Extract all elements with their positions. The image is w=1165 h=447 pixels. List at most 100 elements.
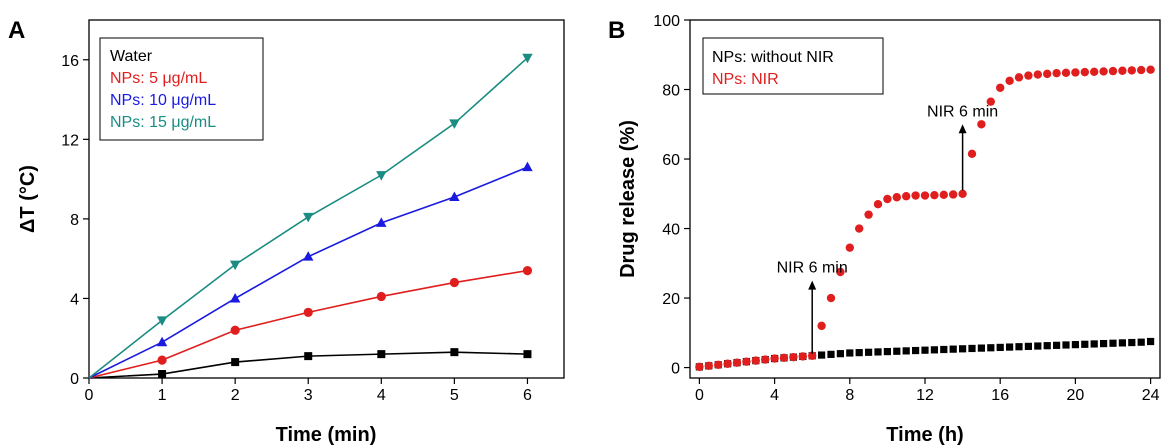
x-tick-label: 8 [845,387,854,404]
plot-frame [88,19,565,379]
legend-entry-without-nir: NPs: without NIR [712,49,834,66]
data-point [1137,338,1145,346]
data-point [1071,341,1079,349]
data-point [987,344,995,352]
data-point [1147,337,1155,346]
data-point [723,359,732,368]
data-point [303,251,314,261]
x-tick-label: 4 [770,387,779,404]
y-axis-label: Drug release (%) [617,120,639,278]
data-point [761,355,770,364]
y-tick-label: 4 [70,291,79,308]
data-point [523,350,532,359]
data-point [855,224,864,233]
data-point [912,346,920,355]
panel-label: A [8,17,25,44]
x-axis-label: Time (min) [276,424,377,446]
data-point [229,260,241,271]
data-point [1034,342,1042,350]
x-tick-label: 0 [85,387,94,404]
legend-entry-np15: NPs: 15 μg/mL [110,114,216,131]
data-point [770,354,779,363]
data-point [158,370,167,379]
data-point [1043,342,1051,350]
annotation-arrowhead [808,280,817,290]
data-point [732,358,742,367]
data-point [836,267,845,277]
data-point [789,352,798,362]
legend-box [702,37,884,95]
data-point [827,350,835,358]
data-point [940,345,948,354]
x-tick-label: 12 [916,387,934,404]
x-tick-label: 2 [231,387,240,404]
x-tick-label: 20 [1067,387,1085,404]
data-point [808,351,817,360]
y-tick-label: 40 [662,222,680,239]
data-point [939,190,948,200]
data-point [836,350,844,358]
data-point [156,336,168,347]
data-point [892,193,901,202]
series-markers [156,53,533,379]
data-point [883,194,892,204]
data-point [1024,342,1032,350]
legend: NPs: without NIR NPs: NIR [702,37,884,95]
data-point [846,349,854,357]
data-point [865,348,873,356]
y-tick-label: 0 [70,371,79,388]
x-tick-label: 3 [304,387,313,404]
data-point [449,191,460,202]
data-point [902,192,911,201]
data-point [968,344,976,353]
data-point [1146,65,1155,74]
data-point [230,325,240,335]
data-point [522,161,533,172]
legend-box [99,37,264,141]
data-point [376,171,387,181]
data-point [1006,343,1014,351]
series-line [88,166,528,379]
data-point [1118,339,1126,347]
data-point [1081,340,1089,348]
data-point [883,347,891,356]
data-point [1137,65,1146,75]
annotation-label: NIR 6 min [927,103,998,120]
data-point [304,352,313,361]
x-tick-label: 16 [991,387,1009,404]
data-point [817,321,826,331]
annotation-arrowhead [958,124,967,134]
data-point [1127,66,1137,75]
data-point [303,307,313,317]
data-point [873,200,883,209]
data-point [798,352,807,361]
data-point [1015,343,1023,351]
data-point [157,355,167,365]
data-point [996,83,1005,92]
annotations: NIR 6 min NIR 6 min [777,103,998,354]
data-point [742,357,751,366]
data-point [1099,67,1108,76]
x-tick-label: 6 [523,387,532,404]
y-tick-label: 60 [662,152,680,169]
y-tick-label: 100 [653,13,680,30]
legend-entry-np5: NPs: 5 μg/mL [110,70,207,87]
data-point [714,360,723,369]
data-point [449,119,460,129]
data-point [958,189,967,198]
data-point [1061,68,1071,78]
y-tick-label: 0 [671,361,680,378]
data-point [1090,67,1099,76]
data-point [977,344,985,352]
data-point [1033,70,1043,79]
data-point [996,343,1004,352]
data-point [1024,71,1033,80]
data-point [376,291,386,302]
data-point [1090,340,1098,348]
legend-entry-np10: NPs: 10 μg/mL [110,92,216,109]
data-point [959,345,967,353]
y-tick-label: 20 [662,291,680,308]
